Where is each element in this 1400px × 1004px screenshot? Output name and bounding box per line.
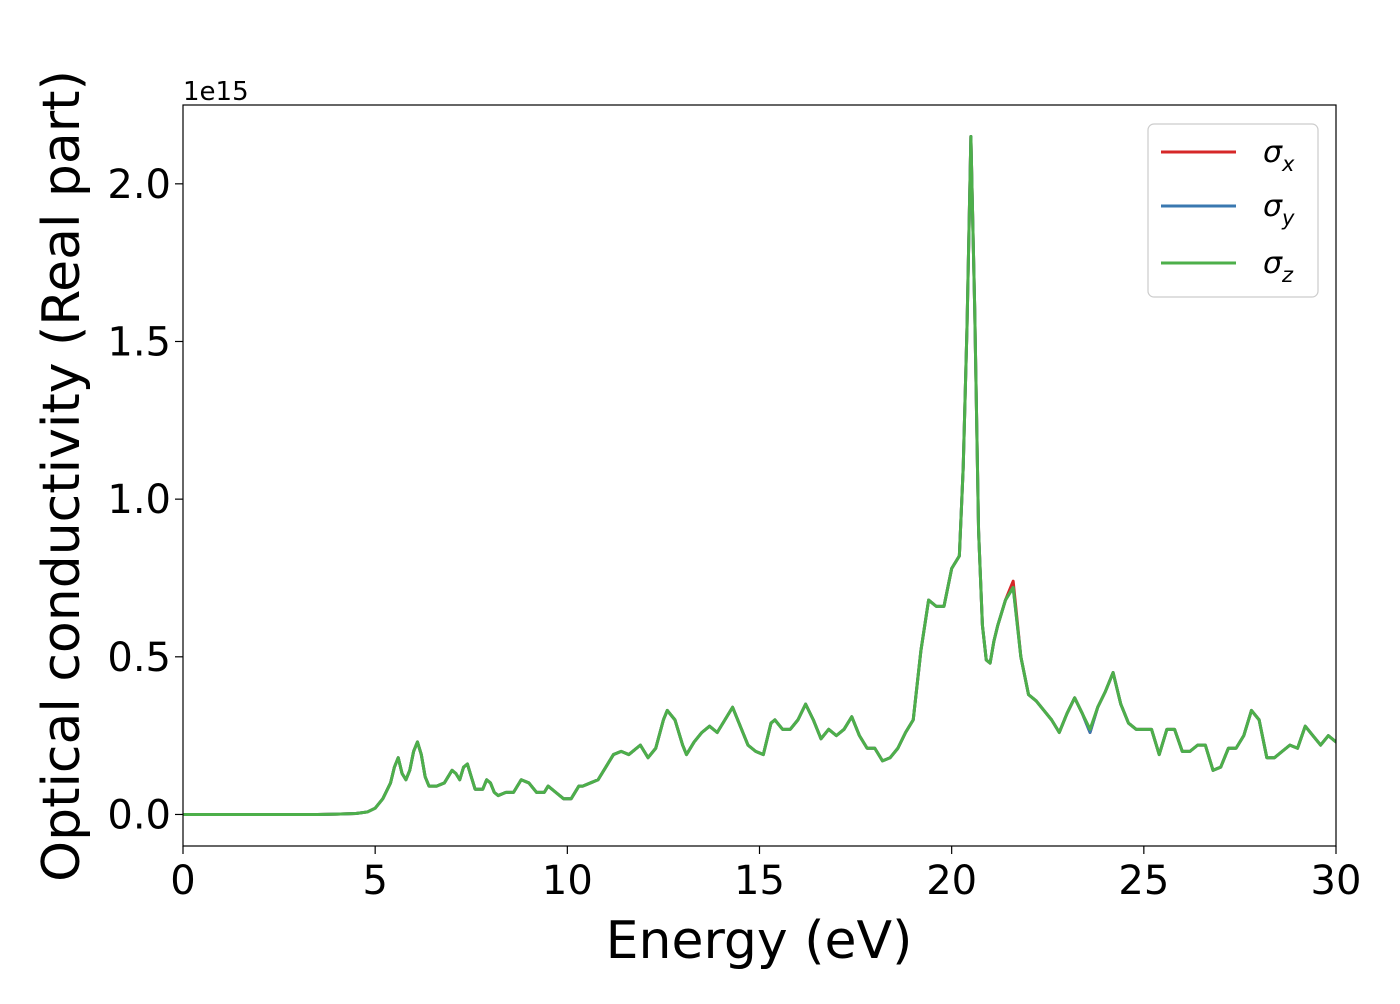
y-tick-label: 0.5 (107, 635, 171, 681)
y-axis-label: Optical conductivity (Real part) (32, 70, 92, 882)
x-tick-label: 20 (926, 858, 977, 904)
series-line-z (183, 135, 1336, 816)
x-tick-label: 0 (170, 858, 195, 904)
x-axis: 0 5 10 15 20 25 30 (170, 846, 1361, 904)
x-tick-label: 10 (542, 858, 593, 904)
legend-box (1147, 123, 1319, 298)
y-offset-label: 1e15 (183, 77, 249, 107)
x-tick-label: 30 (1311, 858, 1362, 904)
y-tick-label: 1.5 (107, 319, 171, 365)
x-axis-label: Energy (eV) (606, 911, 913, 971)
legend-label-y: σy (1263, 189, 1295, 230)
y-axis: 0.0 0.5 1.0 1.5 2.0 (107, 162, 183, 838)
y-tick-label: 2.0 (107, 162, 171, 208)
x-tick-label: 5 (362, 858, 387, 904)
legend-label-x: σx (1263, 135, 1295, 176)
series-lines (183, 135, 1336, 816)
y-tick-label: 1.0 (107, 477, 171, 523)
x-tick-label: 15 (734, 858, 785, 904)
x-tick-label: 25 (1118, 858, 1169, 904)
y-tick-label: 0.0 (107, 792, 171, 838)
